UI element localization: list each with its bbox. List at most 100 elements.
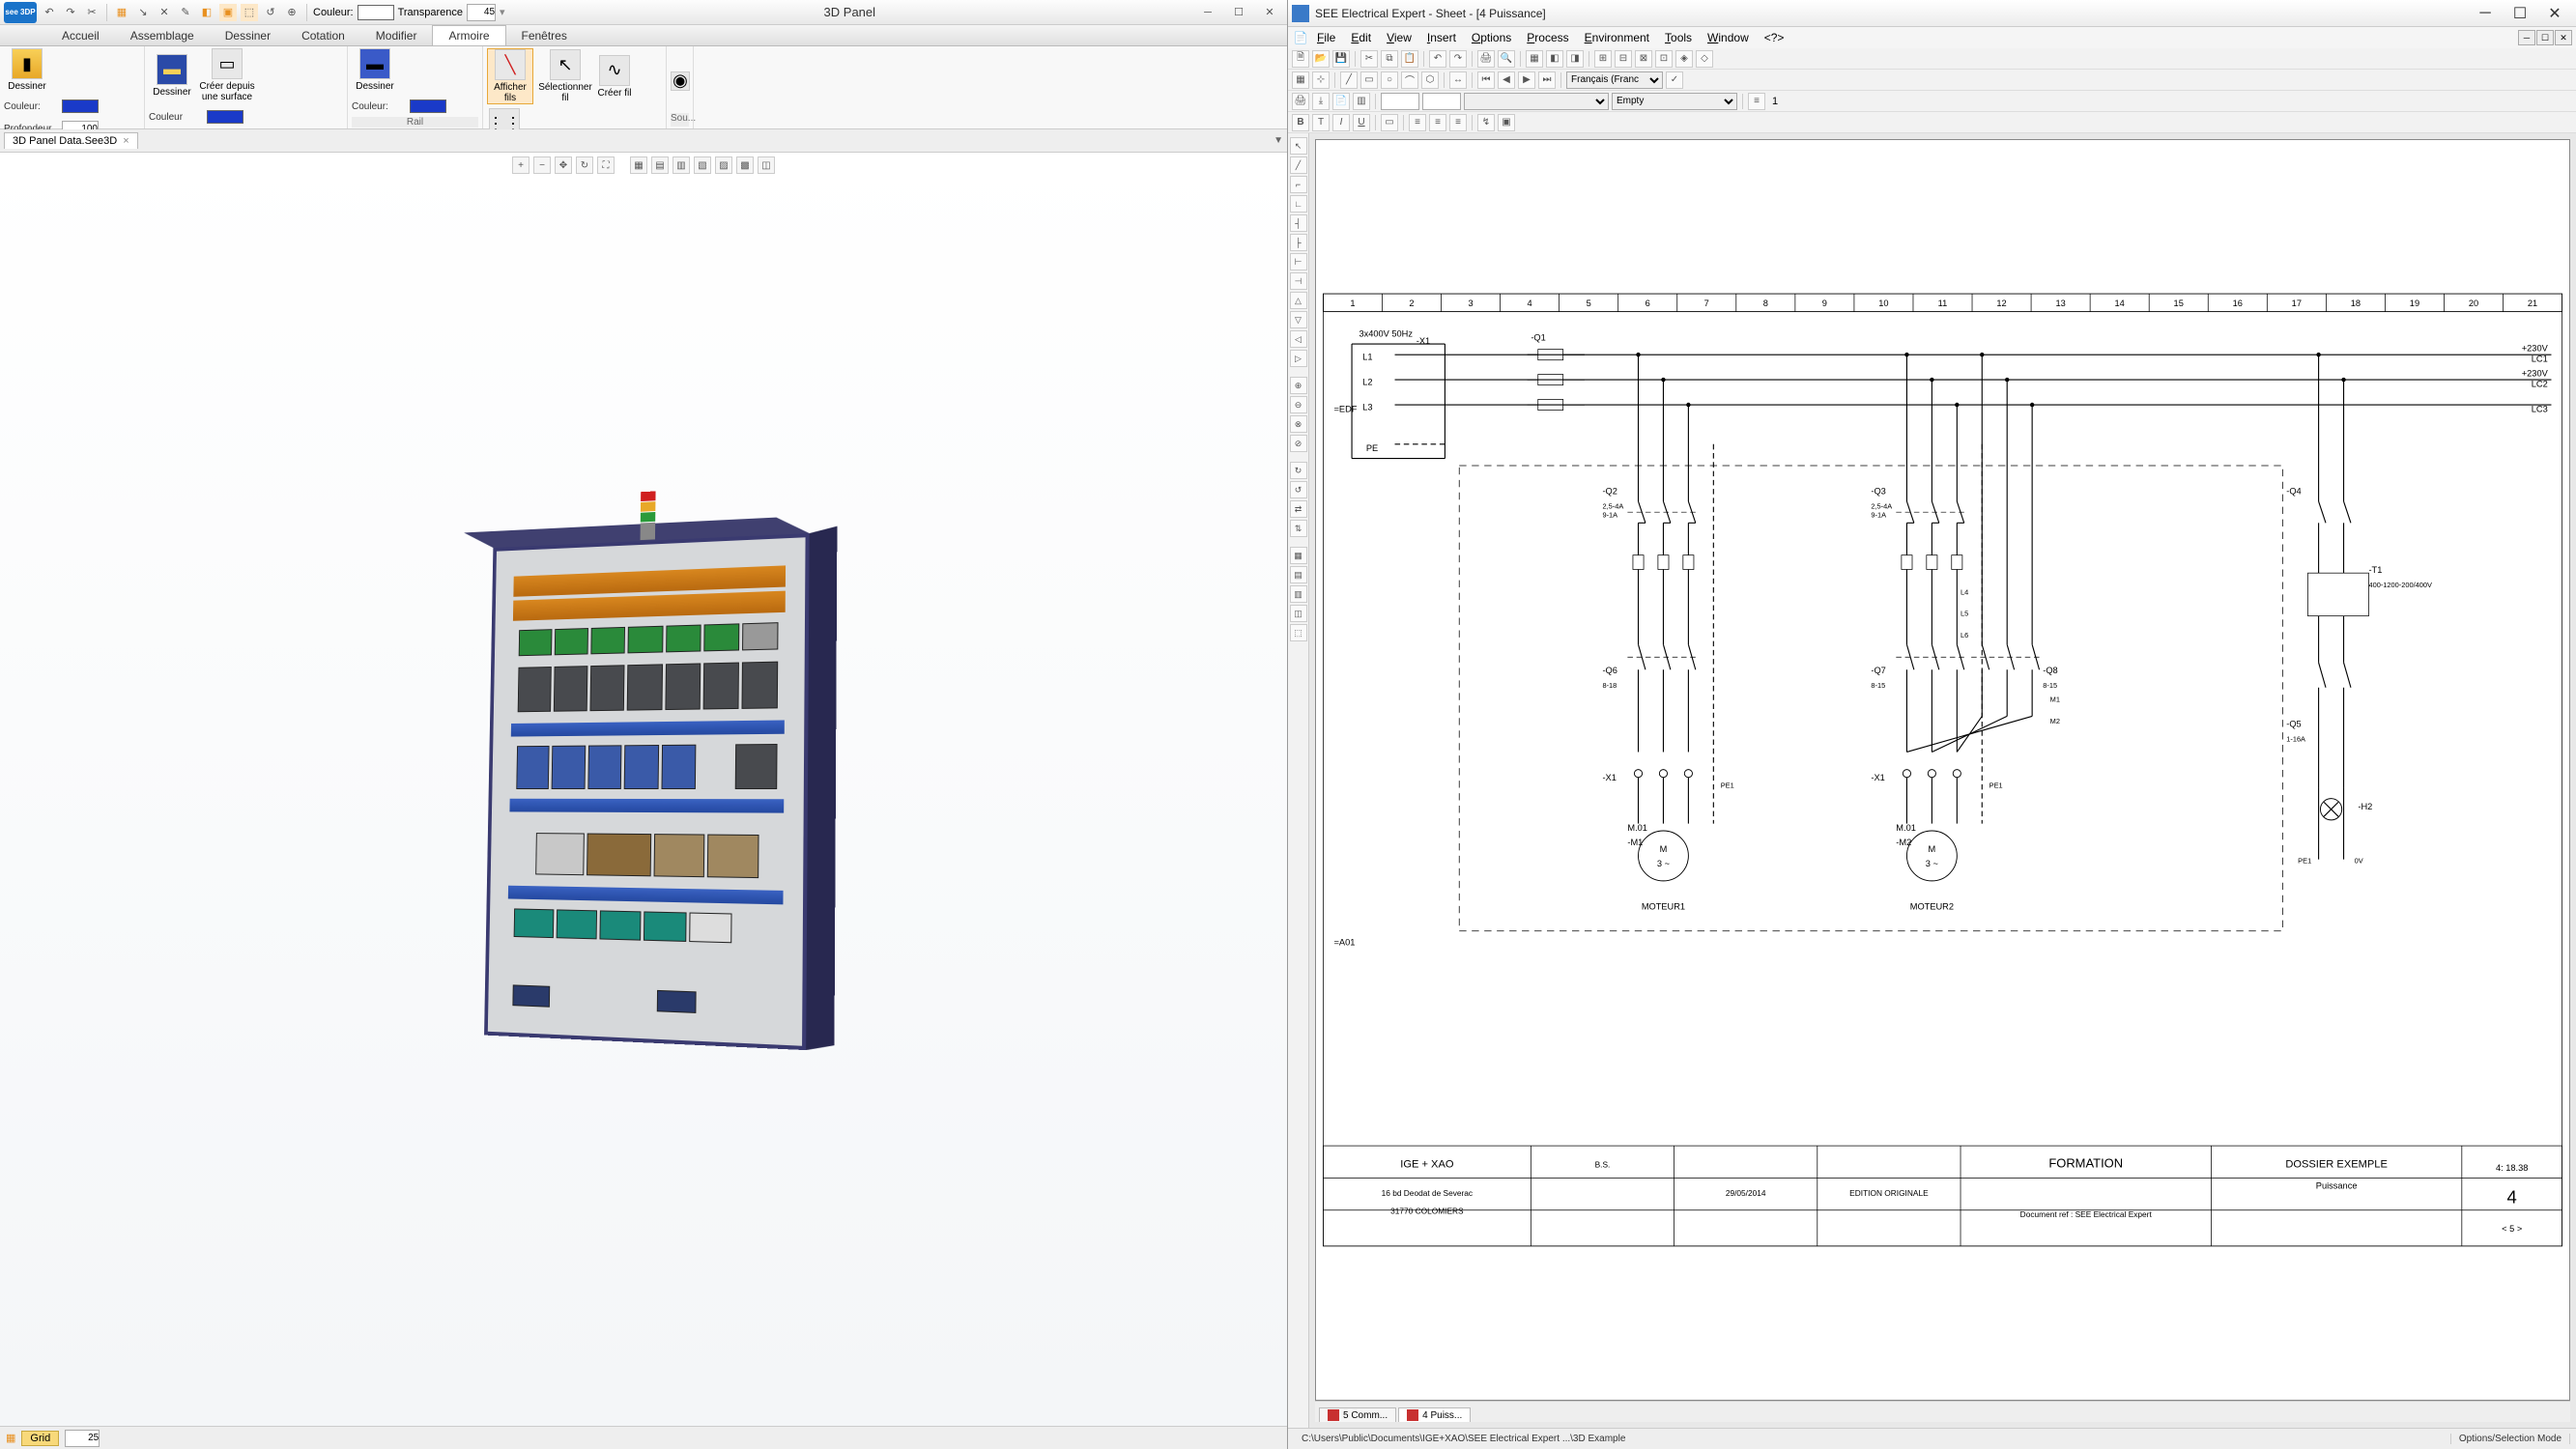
circle-icon[interactable]: ○ [1381, 71, 1398, 89]
view3-icon[interactable]: ▥ [673, 156, 690, 174]
tool6-icon[interactable]: ↺ [262, 4, 279, 21]
close-button[interactable]: ✕ [1256, 3, 1283, 22]
print-icon[interactable]: 🖨 [1477, 50, 1495, 68]
pointer-icon[interactable]: ↖ [1290, 137, 1307, 155]
menu-modifier[interactable]: Modifier [360, 25, 433, 45]
vtool-18-icon[interactable]: ⇄ [1290, 500, 1307, 518]
vtool-1-icon[interactable]: ╱ [1290, 156, 1307, 174]
vtool-8-icon[interactable]: △ [1290, 292, 1307, 309]
vtool-15-icon[interactable]: ⊘ [1290, 435, 1307, 452]
align-left-icon[interactable]: ≡ [1409, 114, 1426, 131]
close-tab-icon[interactable]: × [123, 135, 129, 147]
tool-c-icon[interactable]: ◨ [1566, 50, 1584, 68]
menu-armoire[interactable]: Armoire [432, 25, 505, 45]
underline-icon[interactable]: U [1353, 114, 1370, 131]
vtool-21-icon[interactable]: ▤ [1290, 566, 1307, 583]
menu-helphelphelp[interactable]: <?> [1757, 31, 1792, 44]
vtool-24-icon[interactable]: ⬚ [1290, 624, 1307, 641]
view6-icon[interactable]: ▩ [736, 156, 754, 174]
pan-icon[interactable]: ✥ [555, 156, 572, 174]
paste-icon[interactable]: 📋 [1401, 50, 1418, 68]
mdi-min-button[interactable]: ─ [2518, 30, 2535, 45]
align-right-icon[interactable]: ≡ [1449, 114, 1467, 131]
doc-tab[interactable]: 3D Panel Data.See3D × [4, 132, 138, 149]
save-icon[interactable]: 💾 [1332, 50, 1350, 68]
menu-environment[interactable]: Environment [1577, 31, 1657, 44]
view2-icon[interactable]: ▤ [651, 156, 669, 174]
qat-color-swatch[interactable] [358, 5, 394, 20]
mdi-max-button[interactable]: ☐ [2536, 30, 2554, 45]
cut-icon[interactable]: ✂ [83, 4, 100, 21]
rail-dessiner-button[interactable]: ▬ Dessiner [352, 48, 398, 92]
tool-d-icon[interactable]: ⊞ [1594, 50, 1612, 68]
combo1[interactable] [1381, 93, 1419, 110]
vtool-19-icon[interactable]: ⇅ [1290, 520, 1307, 537]
tool-h-icon[interactable]: ◈ [1675, 50, 1693, 68]
schematic-sheet[interactable]: 1234567891011121314151617181920213x400V … [1315, 139, 2570, 1401]
vtool-7-icon[interactable]: ⊣ [1290, 272, 1307, 290]
tool-g-icon[interactable]: ⊡ [1655, 50, 1673, 68]
align-box-icon[interactable]: ▭ [1381, 114, 1398, 131]
grid-icon[interactable]: ▦ [113, 4, 130, 21]
menu-assemblage[interactable]: Assemblage [115, 25, 210, 45]
undo-icon[interactable]: ↶ [1429, 50, 1446, 68]
menu-accueil[interactable]: Accueil [46, 25, 115, 45]
vtool-5-icon[interactable]: ├ [1290, 234, 1307, 251]
menu-insert[interactable]: Insert [1419, 31, 1464, 44]
grid-value-input[interactable] [65, 1430, 100, 1447]
undo-icon[interactable]: ↶ [41, 4, 58, 21]
tool7-icon[interactable]: ⊕ [283, 4, 301, 21]
zoom-out-icon[interactable]: − [533, 156, 551, 174]
vtool-10-icon[interactable]: ◁ [1290, 330, 1307, 348]
armoire-color[interactable] [62, 99, 99, 113]
combo3[interactable] [1464, 93, 1609, 110]
tool-f-icon[interactable]: ⊠ [1635, 50, 1652, 68]
plaque-color[interactable] [207, 110, 243, 124]
tool-b-icon[interactable]: ◧ [1546, 50, 1563, 68]
vtool-6-icon[interactable]: ⊢ [1290, 253, 1307, 270]
minimize-button[interactable]: ─ [2468, 3, 2503, 24]
plaque-dessiner-button[interactable]: ▬ Dessiner [149, 54, 195, 98]
tool-i-icon[interactable]: ◇ [1696, 50, 1713, 68]
menu-tools[interactable]: Tools [1657, 31, 1700, 44]
menu-process[interactable]: Process [1519, 31, 1576, 44]
tool4-icon[interactable]: ▣ [219, 4, 237, 21]
dim-icon[interactable]: ↔ [1449, 71, 1467, 89]
redo-icon[interactable]: ↷ [62, 4, 79, 21]
new-icon[interactable]: 🗎 [1292, 50, 1309, 68]
vtool-20-icon[interactable]: ▦ [1290, 547, 1307, 564]
style-select[interactable]: Empty [1612, 93, 1737, 110]
copy-icon[interactable]: ⧉ [1381, 50, 1398, 68]
view1-icon[interactable]: ▦ [630, 156, 647, 174]
view4-icon[interactable]: ▧ [694, 156, 711, 174]
3d-viewport[interactable]: + − ✥ ↻ ⛶ ▦ ▤ ▥ ▧ ▨ ▩ ◫ [0, 153, 1287, 1426]
vtool-2-icon[interactable]: ⌐ [1290, 176, 1307, 193]
vtool-22-icon[interactable]: ▥ [1290, 585, 1307, 603]
menu-edit[interactable]: Edit [1343, 31, 1379, 44]
vtool-17-icon[interactable]: ↺ [1290, 481, 1307, 498]
sou-button[interactable]: ◉ [671, 71, 690, 91]
tool-k-icon[interactable]: ▣ [1498, 114, 1515, 131]
vtool-13-icon[interactable]: ⊖ [1290, 396, 1307, 413]
nav-prev-icon[interactable]: ◀ [1498, 71, 1515, 89]
tool5-icon[interactable]: ⬚ [241, 4, 258, 21]
sheet-tab-1[interactable]: 5 Comm... [1319, 1407, 1396, 1422]
open-icon[interactable]: 📂 [1312, 50, 1330, 68]
maximize-button[interactable]: ☐ [1225, 3, 1252, 22]
sheet-tab-2[interactable]: 4 Puiss... [1398, 1407, 1471, 1422]
fit-icon[interactable]: ⛶ [597, 156, 615, 174]
menu-view[interactable]: View [1379, 31, 1419, 44]
bold-icon[interactable]: B [1292, 114, 1309, 131]
menu-window[interactable]: Window [1700, 31, 1757, 44]
tab-dropdown-icon[interactable]: ▼ [1274, 135, 1283, 146]
tool3-icon[interactable]: ◧ [198, 4, 215, 21]
zoom-in-icon[interactable]: + [512, 156, 530, 174]
menu-cotation[interactable]: Cotation [286, 25, 360, 45]
grid-toggle[interactable]: Grid [21, 1431, 59, 1446]
layer-icon[interactable]: ≡ [1748, 93, 1765, 110]
menu-options[interactable]: Options [1464, 31, 1519, 44]
tool-e-icon[interactable]: ⊟ [1615, 50, 1632, 68]
tool-j-icon[interactable]: ▥ [1353, 93, 1370, 110]
vtool-11-icon[interactable]: ▷ [1290, 350, 1307, 367]
line-icon[interactable]: ╱ [1340, 71, 1358, 89]
